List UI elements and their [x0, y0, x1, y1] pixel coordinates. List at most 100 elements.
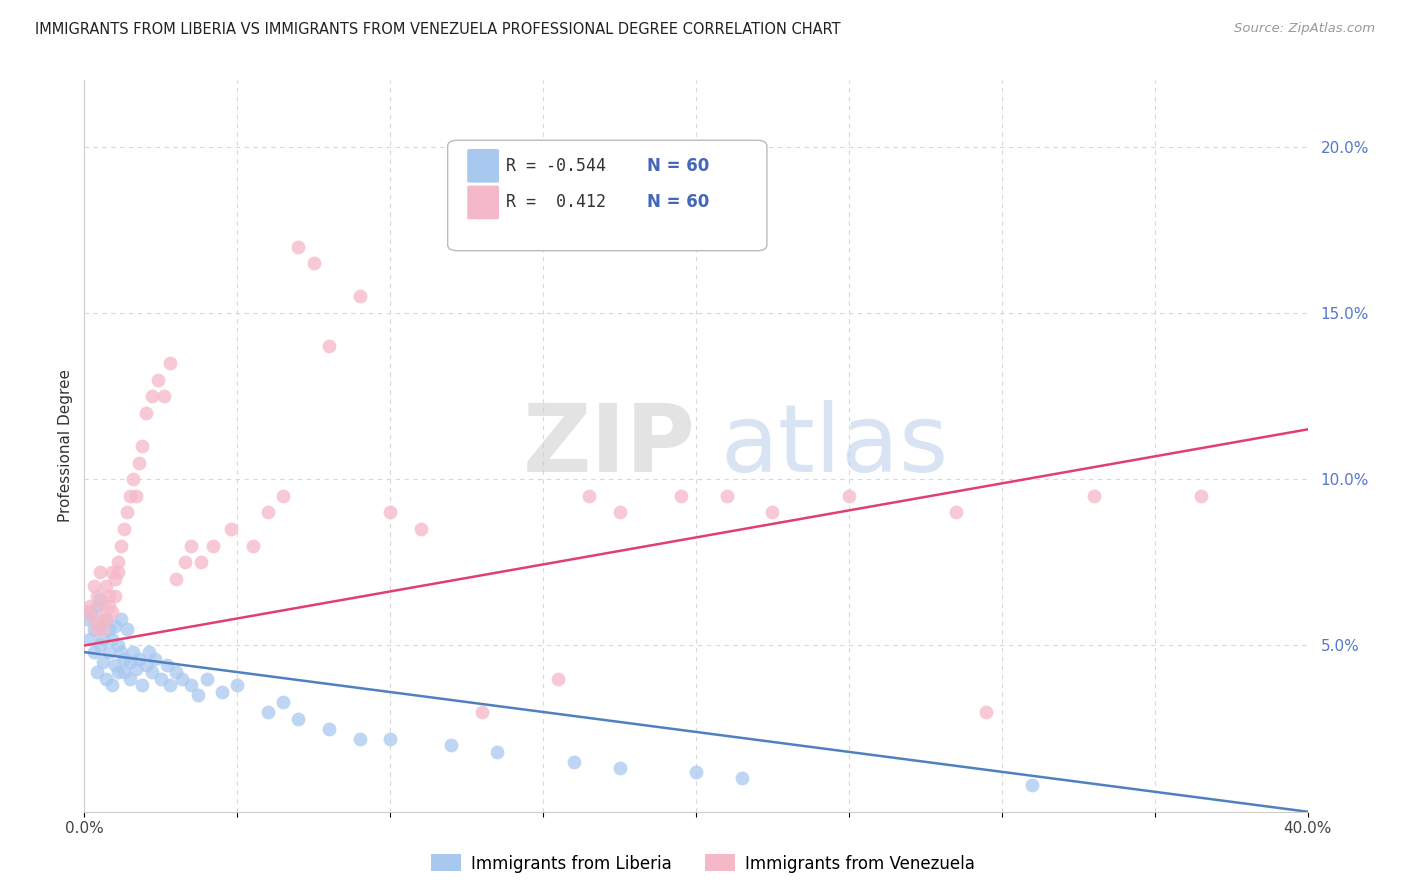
- Point: [146, 372, 169, 386]
- Point: [104, 572, 127, 586]
- Y-axis label: Professional Degree: Professional Degree: [58, 369, 73, 523]
- Point: [318, 722, 340, 736]
- Point: [104, 589, 127, 603]
- Point: [172, 672, 194, 686]
- Point: [190, 555, 212, 569]
- Point: [143, 652, 166, 666]
- Point: [138, 645, 160, 659]
- Point: [731, 772, 754, 786]
- Point: [131, 678, 153, 692]
- Point: [1021, 778, 1043, 792]
- Point: [174, 555, 197, 569]
- Point: [76, 612, 98, 626]
- Point: [242, 539, 264, 553]
- Point: [349, 289, 371, 303]
- Text: atlas: atlas: [720, 400, 949, 492]
- Point: [79, 599, 101, 613]
- Point: [1189, 489, 1212, 503]
- Point: [86, 622, 108, 636]
- Point: [86, 599, 108, 613]
- Point: [94, 612, 117, 626]
- Point: [165, 665, 187, 679]
- Point: [110, 612, 132, 626]
- Point: [76, 605, 98, 619]
- Point: [101, 605, 124, 619]
- Point: [302, 256, 325, 270]
- Point: [112, 652, 135, 666]
- Point: [180, 678, 202, 692]
- Point: [257, 506, 280, 520]
- Point: [380, 506, 402, 520]
- Point: [83, 645, 105, 659]
- Text: ZIP: ZIP: [523, 400, 696, 492]
- Point: [94, 672, 117, 686]
- Point: [128, 456, 150, 470]
- Point: [159, 356, 181, 370]
- Point: [94, 579, 117, 593]
- FancyBboxPatch shape: [467, 186, 499, 219]
- Point: [94, 612, 117, 626]
- Point: [122, 472, 145, 486]
- Point: [97, 599, 120, 613]
- Point: [141, 665, 163, 679]
- FancyBboxPatch shape: [447, 140, 766, 251]
- Point: [97, 622, 120, 636]
- Point: [226, 678, 249, 692]
- Point: [83, 622, 105, 636]
- Point: [180, 539, 202, 553]
- Point: [91, 655, 114, 669]
- Point: [349, 731, 371, 746]
- Point: [156, 658, 179, 673]
- Point: [761, 506, 783, 520]
- Point: [409, 522, 432, 536]
- Text: IMMIGRANTS FROM LIBERIA VS IMMIGRANTS FROM VENEZUELA PROFESSIONAL DEGREE CORRELA: IMMIGRANTS FROM LIBERIA VS IMMIGRANTS FR…: [35, 22, 841, 37]
- Point: [97, 645, 120, 659]
- Point: [153, 389, 176, 403]
- Point: [115, 622, 138, 636]
- Point: [91, 622, 114, 636]
- Point: [89, 612, 111, 626]
- Legend: Immigrants from Liberia, Immigrants from Venezuela: Immigrants from Liberia, Immigrants from…: [425, 847, 981, 880]
- Point: [219, 522, 242, 536]
- Point: [104, 658, 127, 673]
- Point: [165, 572, 187, 586]
- Text: N = 60: N = 60: [647, 157, 709, 175]
- Point: [91, 632, 114, 646]
- Point: [89, 639, 111, 653]
- Point: [79, 605, 101, 619]
- Point: [135, 406, 157, 420]
- Point: [976, 705, 998, 719]
- Point: [547, 672, 569, 686]
- Point: [79, 632, 101, 646]
- Point: [318, 339, 340, 353]
- Point: [287, 239, 309, 253]
- Point: [107, 639, 129, 653]
- Point: [716, 489, 738, 503]
- Point: [838, 489, 860, 503]
- Point: [271, 695, 294, 709]
- Point: [609, 506, 631, 520]
- Point: [609, 762, 631, 776]
- Point: [107, 665, 129, 679]
- FancyBboxPatch shape: [467, 149, 499, 183]
- Point: [471, 705, 494, 719]
- Point: [159, 678, 181, 692]
- Point: [1083, 489, 1105, 503]
- Point: [201, 539, 224, 553]
- Point: [120, 672, 142, 686]
- Point: [271, 489, 294, 503]
- Point: [83, 579, 105, 593]
- Point: [110, 645, 132, 659]
- Point: [112, 665, 135, 679]
- Point: [115, 506, 138, 520]
- Point: [211, 685, 233, 699]
- Point: [440, 738, 463, 752]
- Point: [562, 755, 585, 769]
- Point: [257, 705, 280, 719]
- Point: [486, 745, 509, 759]
- Point: [86, 665, 108, 679]
- Point: [125, 662, 148, 676]
- Point: [112, 522, 135, 536]
- Point: [107, 555, 129, 569]
- Point: [125, 489, 148, 503]
